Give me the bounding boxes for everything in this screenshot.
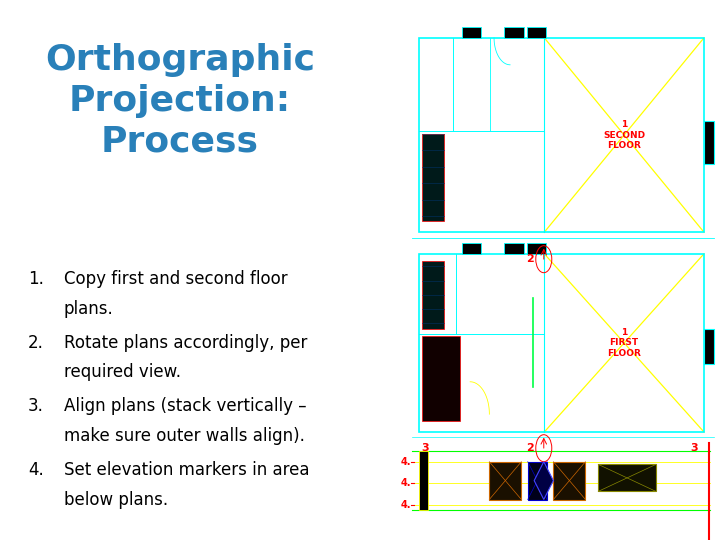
Bar xyxy=(598,464,656,491)
Bar xyxy=(554,462,585,500)
Text: 4.: 4. xyxy=(401,500,411,510)
Bar xyxy=(505,243,523,254)
Text: 1
FIRST
FLOOR: 1 FIRST FLOOR xyxy=(607,328,641,358)
Text: 4.: 4. xyxy=(401,457,411,467)
Bar xyxy=(528,462,547,500)
Bar xyxy=(462,243,481,254)
Bar xyxy=(527,243,546,254)
Text: Align plans (stack vertically –: Align plans (stack vertically – xyxy=(64,397,307,415)
Text: required view.: required view. xyxy=(64,363,181,381)
Text: Rotate plans accordingly, per: Rotate plans accordingly, per xyxy=(64,334,307,352)
Text: Set elevation markers in area: Set elevation markers in area xyxy=(64,461,310,479)
Bar xyxy=(422,134,444,221)
Text: 2.: 2. xyxy=(28,334,44,352)
Text: 2: 2 xyxy=(526,443,534,453)
Text: make sure outer walls align).: make sure outer walls align). xyxy=(64,427,305,445)
Text: 1
SECOND
FLOOR: 1 SECOND FLOOR xyxy=(603,120,645,150)
Bar xyxy=(462,27,481,38)
Text: 4.: 4. xyxy=(401,478,411,488)
Text: 2: 2 xyxy=(526,254,534,264)
Bar xyxy=(490,462,521,500)
Bar xyxy=(419,451,428,510)
Text: plans.: plans. xyxy=(64,300,114,318)
Text: 4.: 4. xyxy=(28,461,44,479)
Bar xyxy=(422,261,444,328)
Text: 3.: 3. xyxy=(28,397,44,415)
Bar xyxy=(527,27,546,38)
Bar xyxy=(704,122,714,164)
Bar xyxy=(704,329,714,365)
Bar xyxy=(422,336,461,421)
Text: Copy first and second floor: Copy first and second floor xyxy=(64,270,287,288)
Text: 3: 3 xyxy=(690,443,698,453)
Text: Orthographic
Projection:
Process: Orthographic Projection: Process xyxy=(45,43,315,159)
Text: below plans.: below plans. xyxy=(64,491,168,509)
Text: 1.: 1. xyxy=(28,270,44,288)
Text: 3: 3 xyxy=(421,443,429,453)
Polygon shape xyxy=(534,462,554,500)
Bar xyxy=(505,27,523,38)
